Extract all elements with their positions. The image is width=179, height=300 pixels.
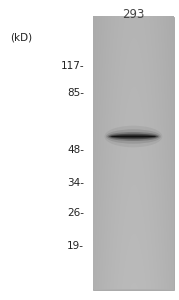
Ellipse shape [104, 126, 162, 147]
Text: 34-: 34- [67, 178, 84, 188]
Text: 19-: 19- [67, 241, 84, 251]
Bar [93, 16, 174, 290]
Ellipse shape [109, 134, 158, 140]
Text: 48-: 48- [67, 145, 84, 155]
Text: 26-: 26- [67, 208, 84, 218]
Ellipse shape [110, 134, 157, 139]
Text: (kD): (kD) [10, 32, 33, 43]
Ellipse shape [106, 129, 161, 144]
Text: 85-: 85- [67, 88, 84, 98]
Text: 117-: 117- [61, 61, 84, 71]
Ellipse shape [107, 132, 159, 141]
Text: 293: 293 [122, 8, 145, 20]
Ellipse shape [111, 136, 156, 137]
